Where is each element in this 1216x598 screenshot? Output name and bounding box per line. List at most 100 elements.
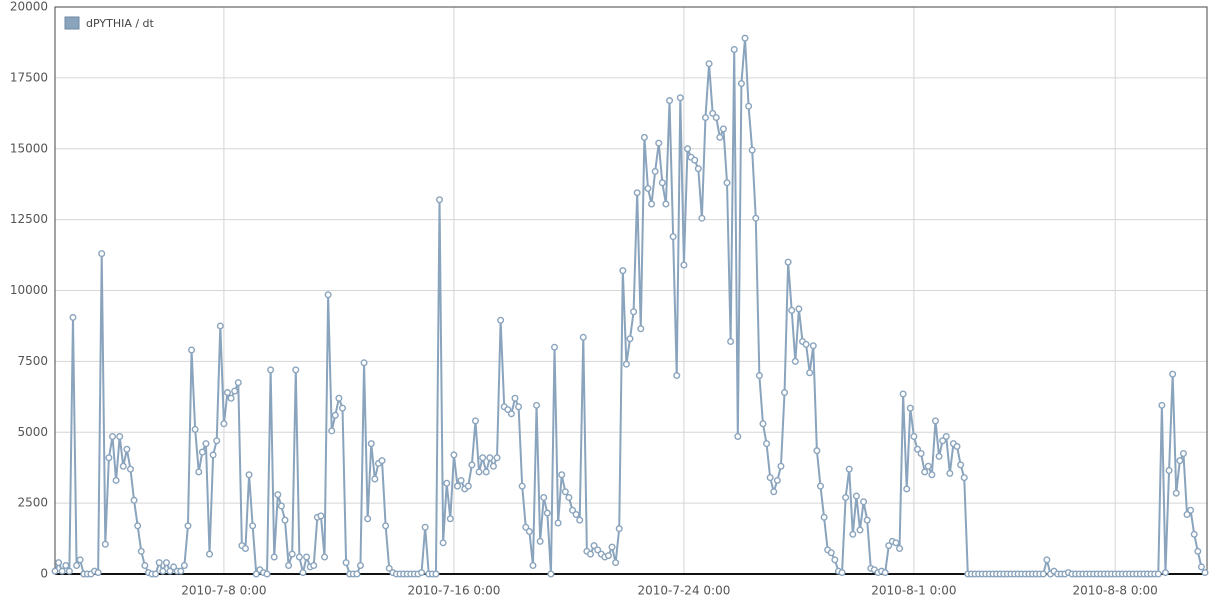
data-point [475, 468, 483, 476]
data-point [558, 471, 566, 479]
data-point [709, 109, 717, 117]
data-point [227, 394, 235, 402]
data-point [892, 539, 900, 547]
data-point [522, 523, 530, 531]
data-point [604, 552, 612, 560]
data-point [94, 569, 102, 577]
data-point [957, 461, 965, 469]
data-point [802, 340, 810, 348]
data-point [206, 550, 214, 558]
data-point [863, 516, 871, 524]
y-tick-label: 0 [40, 567, 48, 581]
data-point [317, 512, 325, 520]
data-point [809, 342, 817, 350]
data-point [719, 125, 727, 133]
data-point [525, 527, 533, 535]
data-point [105, 454, 113, 462]
data-point [899, 390, 907, 398]
data-point [1165, 467, 1173, 475]
data-point [446, 515, 454, 523]
data-point [586, 550, 594, 558]
data-point [464, 482, 472, 490]
data-point [608, 543, 616, 551]
data-point [737, 80, 745, 88]
y-tick-label: 15000 [10, 141, 48, 155]
data-point [931, 417, 939, 425]
data-point [806, 369, 814, 377]
data-point [76, 556, 84, 564]
data-point [123, 445, 131, 453]
y-tick-label: 5000 [17, 425, 48, 439]
data-point [479, 454, 487, 462]
data-point [191, 425, 199, 433]
data-point [116, 433, 124, 441]
x-tick-label: 2010-7-16 0:00 [407, 584, 500, 598]
data-point [816, 482, 824, 490]
data-point [741, 34, 749, 42]
data-point [622, 360, 630, 368]
data-point [432, 570, 440, 578]
data-point [626, 335, 634, 343]
data-point [773, 476, 781, 484]
data-point [723, 179, 731, 187]
data-point [166, 567, 174, 575]
data-point [727, 338, 735, 346]
data-point [953, 442, 961, 450]
data-point [288, 550, 296, 558]
data-point [252, 570, 260, 578]
data-point [705, 60, 713, 68]
data-point [896, 544, 904, 552]
data-point [845, 465, 853, 473]
data-point [651, 167, 659, 175]
data-point [489, 462, 497, 470]
data-point [267, 366, 275, 374]
data-point [195, 468, 203, 476]
data-point [202, 440, 210, 448]
data-point [321, 553, 329, 561]
data-point [928, 471, 936, 479]
data-point [701, 114, 709, 122]
data-point [382, 522, 390, 530]
data-point [565, 493, 573, 501]
data-point [666, 97, 674, 105]
data-point [378, 457, 386, 465]
data-point [223, 389, 231, 397]
data-point [450, 451, 458, 459]
data-point [784, 258, 792, 266]
data-point [569, 506, 577, 514]
data-point [342, 559, 350, 567]
data-point [493, 454, 501, 462]
data-point [367, 440, 375, 448]
x-tick-label: 2010-7-8 0:00 [181, 584, 266, 598]
data-point [263, 570, 271, 578]
data-point [507, 410, 515, 418]
data-point [547, 570, 555, 578]
data-point [65, 567, 73, 575]
data-point [418, 569, 426, 577]
data-point [285, 561, 293, 569]
data-point [213, 437, 221, 445]
data-point [55, 559, 63, 567]
legend: dPYTHIA / dt [64, 16, 155, 30]
data-point [655, 139, 663, 147]
data-point [335, 394, 343, 402]
data-point [540, 493, 548, 501]
data-point [159, 567, 167, 575]
data-point [1197, 563, 1205, 571]
data-point [612, 559, 620, 567]
legend-label: dPYTHIA / dt [86, 17, 155, 30]
data-point [73, 561, 81, 569]
y-tick-label: 7500 [17, 354, 48, 368]
data-point [134, 522, 142, 530]
data-point [712, 114, 720, 122]
data-point [640, 133, 648, 141]
data-point [770, 488, 778, 496]
data-point [630, 308, 638, 316]
data-point [170, 563, 178, 571]
data-point [130, 496, 138, 504]
data-point [468, 461, 476, 469]
data-point [209, 451, 217, 459]
data-point [62, 561, 70, 569]
